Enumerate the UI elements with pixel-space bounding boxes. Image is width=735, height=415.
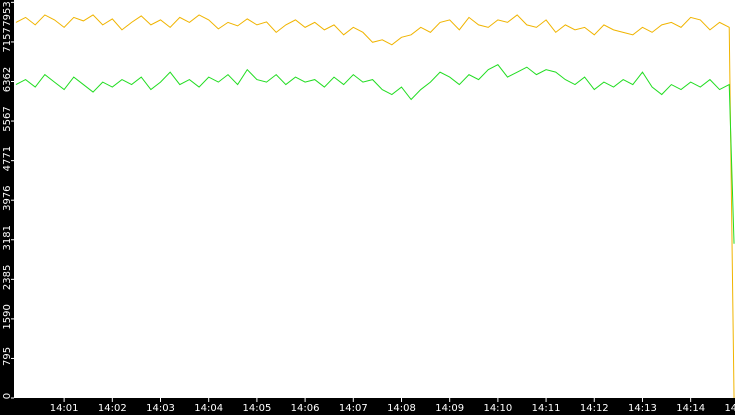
data-line [15, 14, 735, 399]
x-tick-label: 14:01 [50, 403, 79, 414]
y-axis-band [0, 0, 14, 415]
y-tick-label: 1590 [2, 304, 13, 329]
x-tick-label: 14:14 [676, 403, 705, 414]
x-tick-label: 14:08 [387, 403, 416, 414]
data-line [15, 64, 735, 244]
y-tick-label: 5567 [2, 106, 13, 131]
x-tick-label: 14:02 [98, 403, 127, 414]
y-tick-label: 3976 [2, 185, 13, 210]
x-axis-band [0, 398, 735, 415]
x-tick-label: 14:07 [339, 403, 368, 414]
x-tick-label: 14:13 [628, 403, 657, 414]
x-tick-label: 14:06 [291, 403, 320, 414]
x-tick-label: 14:04 [194, 403, 223, 414]
y-tick-label: 3181 [2, 225, 13, 250]
y-tick-label: 6362 [2, 67, 13, 92]
x-tick-label: 14:09 [435, 403, 464, 414]
x-tick-label: 14:11 [532, 403, 561, 414]
y-tick-label: 4771 [2, 146, 13, 171]
x-tick-label: 14:05 [242, 403, 271, 414]
x-tick-label: 14:10 [483, 403, 512, 414]
x-tick-label: 14:03 [146, 403, 175, 414]
y-tick-label: 7157 [2, 27, 13, 52]
y-tick-label: 7953 [2, 1, 13, 26]
y-tick-label: 795 [2, 347, 13, 366]
y-tick-label: 2385 [2, 265, 13, 290]
y-tick-label: 0 [2, 393, 13, 399]
x-tick-label: 14:12 [580, 403, 609, 414]
x-tick-label: 14:15 [724, 403, 735, 414]
